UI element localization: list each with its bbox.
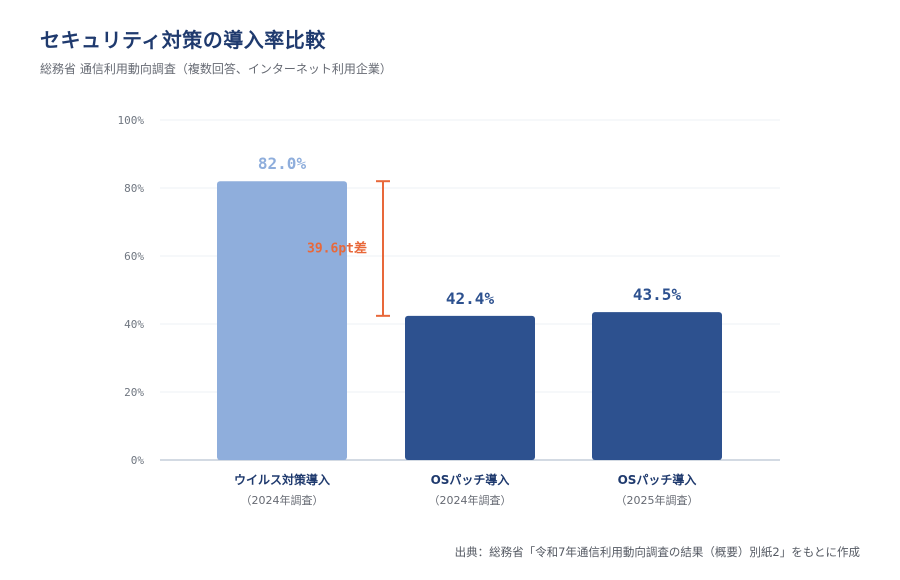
chart-title: セキュリティ対策の導入率比較 xyxy=(40,28,326,52)
data-label: 42.4% xyxy=(446,289,495,308)
x-tick-label: ウイルス対策導入 xyxy=(234,472,330,487)
source-note: 出典：総務省「令和7年通信利用動向調査の結果（概要）別紙2」をもとに作成 xyxy=(454,545,860,559)
bar xyxy=(405,315,535,460)
x-tick-label: OSパッチ導入 xyxy=(431,472,510,487)
data-label: 82.0% xyxy=(258,154,307,173)
y-tick-label: 60% xyxy=(124,250,144,263)
x-tick-sublabel: （2024年調査） xyxy=(429,493,512,507)
x-tick-label: OSパッチ導入 xyxy=(618,472,697,487)
x-tick-sublabel: （2024年調査） xyxy=(241,493,324,507)
y-tick-label: 40% xyxy=(124,318,144,331)
y-tick-label: 0% xyxy=(131,454,145,467)
difference-label: 39.6pt差 xyxy=(307,241,367,257)
y-tick-label: 100% xyxy=(118,114,145,127)
y-tick-label: 80% xyxy=(124,182,144,195)
data-label: 43.5% xyxy=(633,285,682,304)
x-tick-sublabel: （2025年調査） xyxy=(616,493,699,507)
y-tick-label: 20% xyxy=(124,386,144,399)
chart-subtitle: 総務省 通信利用動向調査（複数回答、インターネット利用企業） xyxy=(40,62,392,76)
bar xyxy=(217,181,347,460)
bar xyxy=(592,312,722,460)
